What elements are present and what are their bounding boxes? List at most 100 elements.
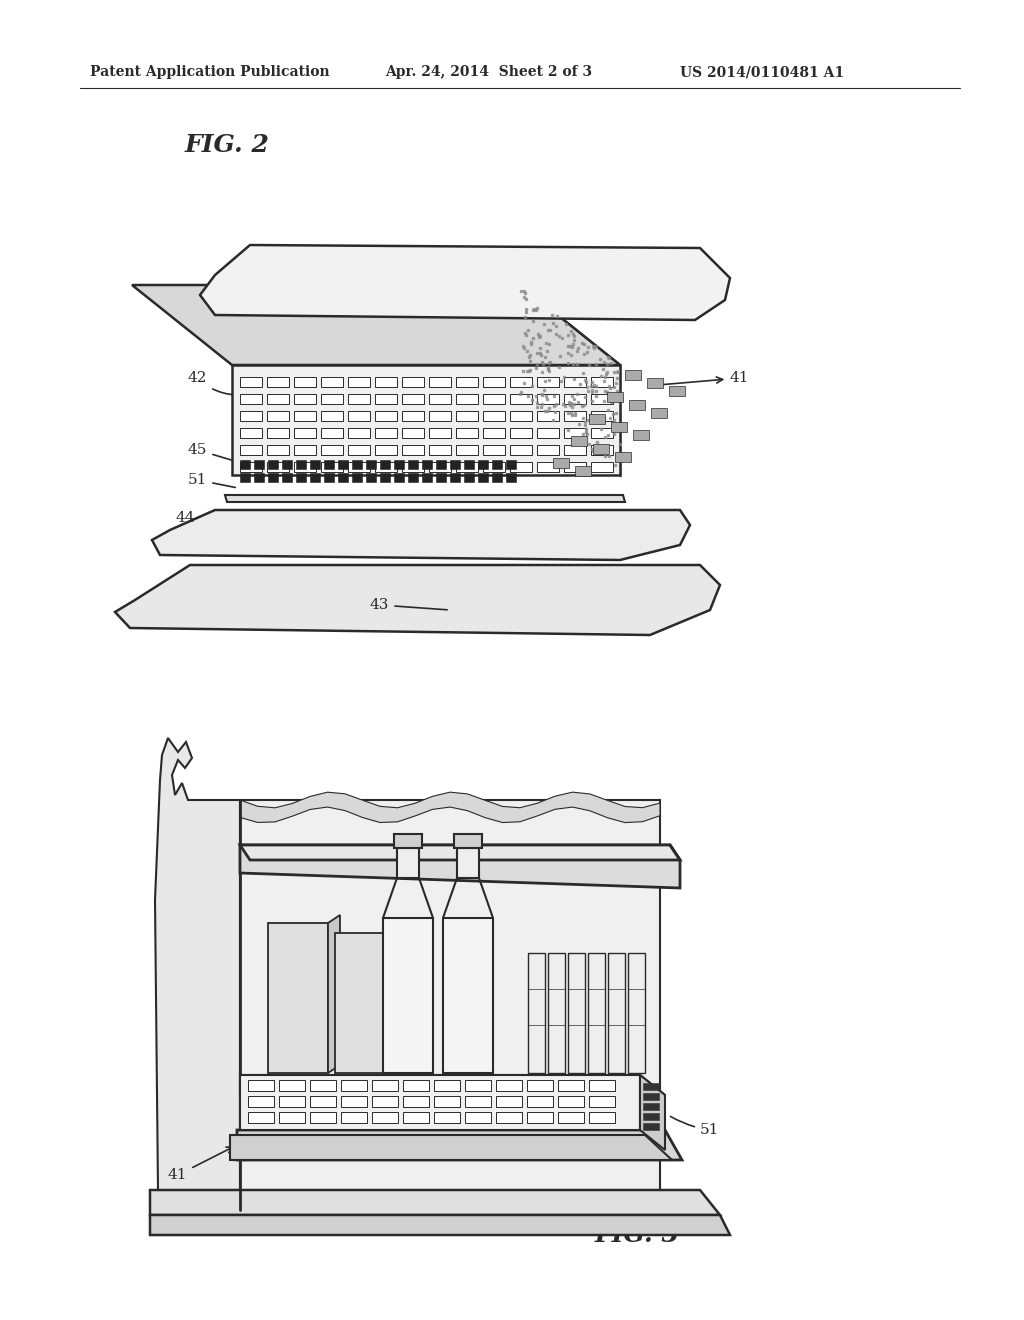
Bar — [510, 462, 532, 473]
Polygon shape — [454, 834, 482, 847]
Bar — [591, 411, 613, 421]
Bar — [589, 1080, 615, 1092]
Bar — [506, 459, 516, 469]
Bar — [294, 428, 316, 438]
Text: 44: 44 — [175, 511, 195, 525]
Bar — [591, 378, 613, 387]
Bar — [240, 473, 250, 482]
Bar — [456, 462, 478, 473]
Polygon shape — [588, 953, 605, 1073]
Bar — [310, 1096, 336, 1107]
Bar — [429, 393, 451, 404]
Text: 42: 42 — [188, 371, 236, 395]
Bar — [643, 1113, 659, 1119]
Bar — [240, 378, 262, 387]
Bar — [564, 445, 586, 455]
Bar — [324, 473, 334, 482]
Bar — [296, 473, 306, 482]
Polygon shape — [548, 953, 565, 1073]
Bar — [279, 1080, 305, 1092]
Bar — [403, 1111, 429, 1123]
Bar — [434, 1111, 460, 1123]
Bar — [366, 459, 376, 469]
Text: Apr. 24, 2014  Sheet 2 of 3: Apr. 24, 2014 Sheet 2 of 3 — [385, 65, 592, 79]
Polygon shape — [443, 917, 493, 1073]
Bar — [436, 459, 446, 469]
Text: 41: 41 — [168, 1147, 232, 1181]
Bar — [422, 459, 432, 469]
Bar — [294, 393, 316, 404]
Bar — [338, 473, 348, 482]
Bar — [465, 1111, 490, 1123]
Bar — [429, 411, 451, 421]
Bar — [282, 473, 292, 482]
Polygon shape — [240, 845, 680, 888]
Bar — [321, 378, 343, 387]
Bar — [553, 458, 569, 469]
Bar — [591, 428, 613, 438]
Polygon shape — [268, 923, 328, 1073]
Bar — [589, 414, 605, 424]
Bar — [643, 1123, 659, 1130]
Text: FIG. 2: FIG. 2 — [185, 133, 270, 157]
Bar — [527, 1111, 553, 1123]
Bar — [240, 393, 262, 404]
Bar — [564, 411, 586, 421]
Bar — [348, 378, 370, 387]
Bar — [643, 1093, 659, 1100]
Bar — [456, 393, 478, 404]
Bar — [589, 1111, 615, 1123]
Bar — [429, 462, 451, 473]
Bar — [267, 393, 289, 404]
Bar — [537, 411, 559, 421]
Bar — [403, 1080, 429, 1092]
Polygon shape — [528, 953, 545, 1073]
Bar — [282, 459, 292, 469]
Bar — [267, 378, 289, 387]
Bar — [510, 411, 532, 421]
Bar — [465, 1096, 490, 1107]
Bar — [254, 473, 264, 482]
Text: 41: 41 — [660, 371, 750, 385]
Bar — [483, 428, 505, 438]
Polygon shape — [328, 915, 340, 1073]
Bar — [591, 445, 613, 455]
Bar — [338, 459, 348, 469]
Bar — [429, 378, 451, 387]
Bar — [403, 1096, 429, 1107]
Bar — [352, 459, 362, 469]
Bar — [496, 1080, 522, 1092]
Polygon shape — [457, 847, 479, 878]
Bar — [341, 1111, 367, 1123]
Polygon shape — [132, 285, 620, 366]
Bar — [394, 473, 404, 482]
Bar — [669, 385, 685, 396]
Polygon shape — [240, 1074, 640, 1130]
Bar — [294, 462, 316, 473]
Polygon shape — [150, 1191, 720, 1214]
Bar — [294, 411, 316, 421]
Bar — [408, 473, 418, 482]
Text: 43: 43 — [370, 598, 447, 612]
Bar — [375, 462, 397, 473]
Bar — [643, 1104, 659, 1110]
Bar — [254, 459, 264, 469]
Bar — [422, 473, 432, 482]
Polygon shape — [237, 1130, 682, 1160]
Bar — [558, 1080, 584, 1092]
Polygon shape — [640, 1074, 665, 1150]
Polygon shape — [240, 792, 660, 822]
Bar — [464, 473, 474, 482]
Bar — [510, 445, 532, 455]
Bar — [348, 445, 370, 455]
Bar — [537, 462, 559, 473]
Polygon shape — [152, 510, 690, 560]
Bar — [647, 378, 663, 388]
Bar — [375, 428, 397, 438]
Bar — [558, 1111, 584, 1123]
Polygon shape — [568, 953, 585, 1073]
Bar — [564, 378, 586, 387]
Bar — [527, 1096, 553, 1107]
Bar — [429, 428, 451, 438]
Bar — [321, 445, 343, 455]
